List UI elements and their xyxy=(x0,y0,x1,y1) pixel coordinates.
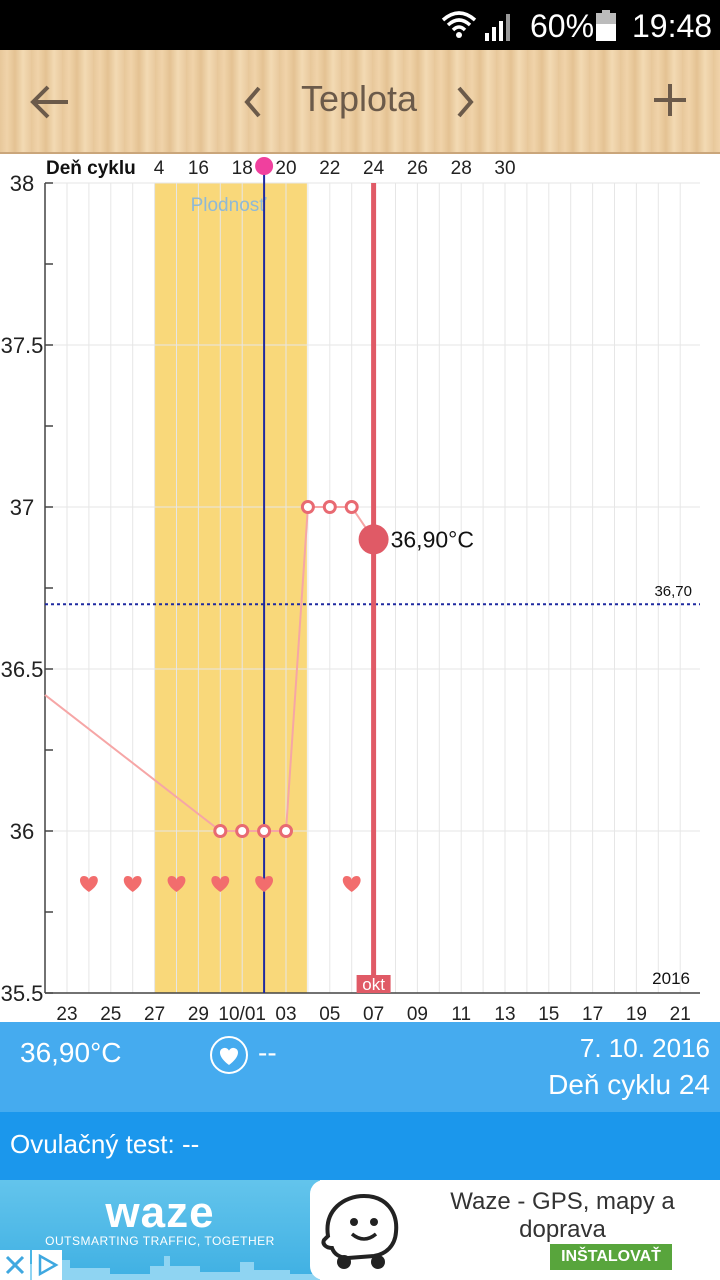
heart-icon xyxy=(342,876,361,892)
clock: 19:48 xyxy=(632,8,713,44)
y-tick-label: 38 xyxy=(10,171,34,196)
cycle-day-tick: 24 xyxy=(363,158,385,179)
city-skyline-icon xyxy=(0,1256,320,1280)
temperature-chart-svg[interactable]: Plodnosť 38 37.5 37 36.5 36 35.5 23 25 27 29 10/01 0… xyxy=(0,154,720,1022)
cycle-day-tick: 4 xyxy=(154,158,165,179)
x-tick-label: 23 xyxy=(56,1004,77,1022)
selected-month-label: okt xyxy=(362,975,385,994)
temperature-point xyxy=(344,500,359,514)
fertile-window xyxy=(154,183,307,993)
x-tick-label: 05 xyxy=(319,1004,340,1022)
ad-app-name: Waze - GPS, mapy a doprava xyxy=(450,1188,675,1243)
wifi-icon xyxy=(441,11,477,38)
ovulation-marker xyxy=(255,157,274,175)
heart-icon[interactable] xyxy=(210,1036,248,1074)
toolbar: Teplota xyxy=(0,50,720,154)
x-tick-label: 03 xyxy=(275,1004,296,1022)
fertile-label: Plodnosť xyxy=(191,195,268,216)
y-tick-label: 35.5 xyxy=(1,981,44,1006)
next-chevron-icon[interactable] xyxy=(452,82,478,122)
x-tick-label: 11 xyxy=(451,1004,471,1022)
selected-temperature: 36,90°C xyxy=(20,1037,122,1068)
cycle-day-tick: 18 xyxy=(232,158,253,179)
ad-brand-panel[interactable]: waze OUTSMARTING TRAFFIC, TOGETHER xyxy=(0,1180,320,1280)
heart-icon xyxy=(167,876,186,892)
battery-icon xyxy=(596,10,616,41)
heart-icon xyxy=(79,876,98,892)
back-arrow-icon[interactable] xyxy=(28,80,72,124)
temperature-chart[interactable]: Plodnosť 38 37.5 37 36.5 36 35.5 23 25 27 29 10/01 0… xyxy=(0,154,720,1022)
y-tick-label: 37.5 xyxy=(1,333,44,358)
heart-icon xyxy=(123,876,142,892)
page-title: Teplota xyxy=(300,78,418,119)
temperature-point xyxy=(213,824,228,838)
heart-icon xyxy=(211,876,230,892)
cycle-day-tick: 16 xyxy=(188,158,209,179)
cycle-day-tick: 20 xyxy=(275,158,296,179)
cycle-day-tick: 22 xyxy=(319,158,340,179)
cycle-day-tick: 30 xyxy=(494,158,515,179)
day-info-bar[interactable]: 36,90°C -- 7. 10. 2016 Deň cyklu 24 xyxy=(0,1022,720,1112)
x-tick-label: 25 xyxy=(100,1004,121,1022)
year-label: 2016 xyxy=(652,969,690,988)
waze-app-icon[interactable] xyxy=(310,1180,410,1280)
x-tick-label: 09 xyxy=(407,1004,428,1022)
add-plus-icon[interactable] xyxy=(648,78,692,122)
x-tick-label: 17 xyxy=(582,1004,603,1022)
ad-banner[interactable]: waze OUTSMARTING TRAFFIC, TOGETHER Waz xyxy=(0,1180,720,1280)
ovulation-test-label: Ovulačný test: -- xyxy=(10,1129,200,1159)
temperature-point xyxy=(300,500,315,514)
cover-line-label: 36,70 xyxy=(654,583,692,600)
x-tick-label: 27 xyxy=(144,1004,165,1022)
adchoices-icon[interactable] xyxy=(32,1250,62,1280)
cycle-day-tick: 28 xyxy=(451,158,472,179)
y-tick-label: 36.5 xyxy=(1,657,44,682)
selected-cycle-day: Deň cyklu 24 xyxy=(548,1069,710,1100)
x-tick-label: 13 xyxy=(494,1004,515,1022)
ad-brand: waze xyxy=(105,1188,215,1237)
selected-temperature-label: 36,90°C xyxy=(391,526,474,552)
y-tick-label: 36 xyxy=(10,819,34,844)
cycle-day-tick: 26 xyxy=(407,158,428,179)
temperature-point xyxy=(235,824,250,838)
selected-month-badge xyxy=(356,975,391,993)
install-button[interactable]: INŠTALOVAŤ xyxy=(550,1244,672,1270)
x-tick-label: 19 xyxy=(626,1004,647,1022)
y-tick-label: 37 xyxy=(10,495,34,520)
previous-chevron-icon[interactable] xyxy=(240,82,266,122)
x-tick-label: 29 xyxy=(188,1004,209,1022)
ovulation-test-bar[interactable]: Ovulačný test: -- xyxy=(0,1112,720,1180)
heart-icon xyxy=(255,876,274,892)
temperature-point xyxy=(322,500,337,514)
cycle-day-label: Deň cyklu xyxy=(46,158,136,179)
x-tick-label: 21 xyxy=(670,1004,691,1022)
selected-temperature-point xyxy=(358,524,389,555)
x-tick-label: 10/01 xyxy=(218,1004,266,1022)
x-tick-label: 07 xyxy=(363,1004,384,1022)
battery-percent: 60% xyxy=(530,8,595,44)
ad-close-icon[interactable] xyxy=(0,1250,30,1280)
ad-tagline: OUTSMARTING TRAFFIC, TOGETHER xyxy=(45,1234,275,1248)
signal-icon xyxy=(485,14,510,41)
x-tick-label: 15 xyxy=(538,1004,559,1022)
status-bar: 60% 19:48 xyxy=(0,0,720,50)
temperature-point xyxy=(279,824,293,838)
sex-value: -- xyxy=(258,1037,277,1068)
temperature-point xyxy=(257,824,272,838)
selected-date: 7. 10. 2016 xyxy=(579,1033,710,1063)
